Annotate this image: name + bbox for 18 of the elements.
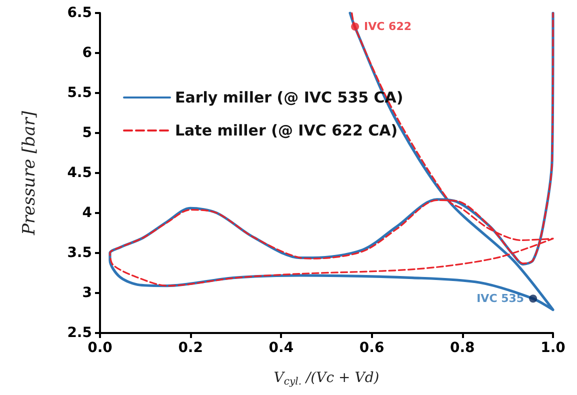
x-tick-label: 0.4 xyxy=(268,340,294,356)
y-tick-label: 4 xyxy=(82,205,92,221)
y-tick-label: 2.5 xyxy=(67,325,92,341)
x-tick-label: 0.2 xyxy=(178,340,204,356)
x-tick-label: 0.6 xyxy=(359,340,384,356)
y-tick-label: 5.5 xyxy=(67,85,92,101)
x-tick-label: 0.0 xyxy=(88,340,113,356)
x-tick-label: 1.0 xyxy=(540,340,566,356)
legend-label: Late miller (@ IVC 622 CA) xyxy=(175,122,398,140)
annotation: IVC 622 xyxy=(364,20,412,34)
y-tick-label: 5 xyxy=(82,125,92,141)
y-tick-label: 4.5 xyxy=(67,165,92,181)
y-tick-label: 6 xyxy=(82,45,92,61)
y-tick-label: 3.5 xyxy=(67,245,92,261)
y-tick-label: 6.5 xyxy=(67,5,92,21)
x-tick-label: 0.8 xyxy=(450,340,475,356)
y-tick-label: 3 xyxy=(82,285,92,301)
y-axis-title: Pressure [bar] xyxy=(20,110,40,236)
